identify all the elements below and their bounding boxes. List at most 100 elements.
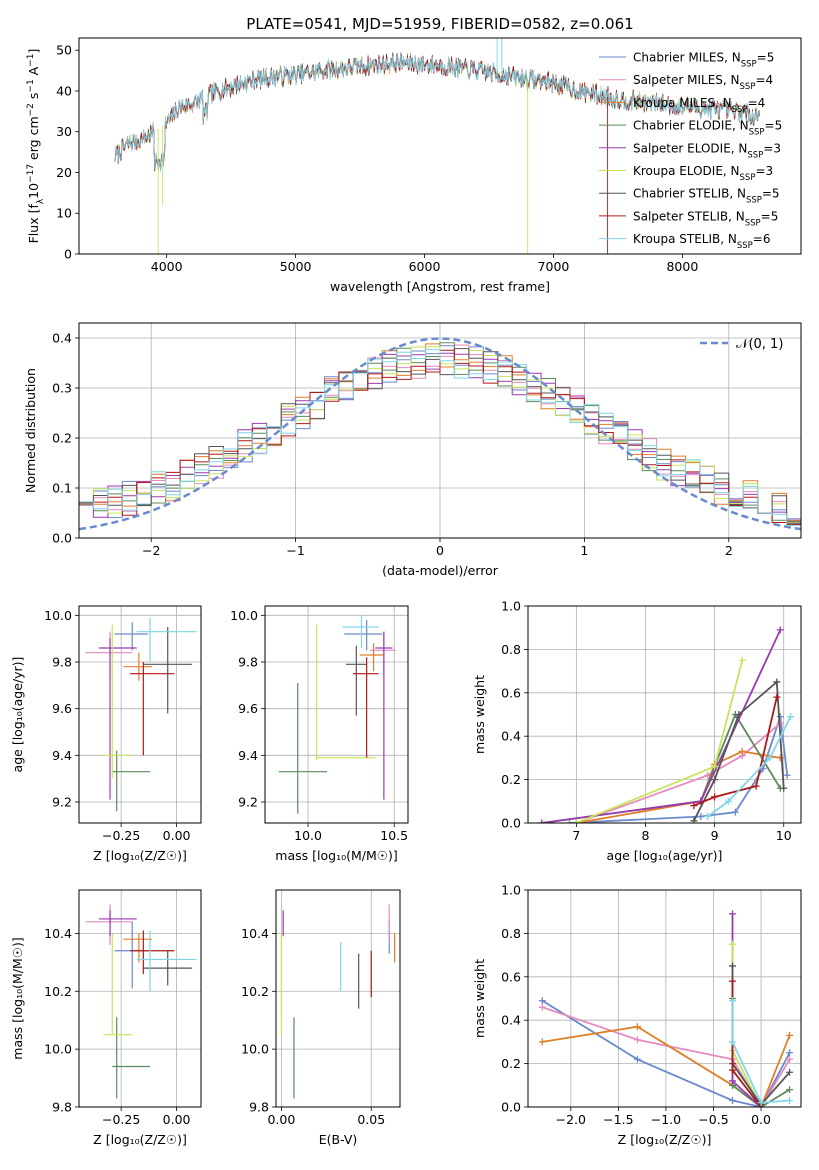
weight-marker <box>729 997 737 1005</box>
legend-sub: SSP <box>741 60 757 70</box>
weight-marker <box>729 910 737 918</box>
weight-marker <box>766 754 774 762</box>
y-tick-label: 0.2 <box>501 1056 521 1071</box>
legend-sub: SSP <box>740 173 756 183</box>
x-tick-label: 2 <box>725 543 733 558</box>
errorbar-chabrier_miles <box>344 620 383 651</box>
x-tick-label: 0.00 <box>163 1112 191 1127</box>
figure-title: PLATE=0541, MJD=51959, FIBERID=0582, z=0… <box>246 15 633 33</box>
weight-marker <box>729 940 737 948</box>
weight-marker <box>783 771 791 779</box>
weight-marker <box>786 1096 794 1104</box>
x-tick-label: −2 <box>142 543 160 558</box>
errorbar-salpeter_stelib <box>130 662 175 756</box>
histogram-kroupa_stelib <box>79 349 801 526</box>
y-tick-label: 1.0 <box>501 599 521 614</box>
legend-entry: Salpeter MILES, NSSP=4 <box>633 73 773 92</box>
legend-entry: Salpeter STELIB, NSSP=5 <box>633 209 778 228</box>
errorbar-salpeter_elodie <box>375 631 393 800</box>
errorbar-kroupa_stelib <box>136 617 197 662</box>
y-tick-label: 9.4 <box>52 748 72 763</box>
y-axis-label-part: −17 <box>26 164 36 183</box>
y-axis-label: mass [log₁₀(M/M☉)] <box>10 937 25 1059</box>
errorbar-kroupa_miles <box>359 643 384 672</box>
y-tick-label: 20 <box>56 165 72 180</box>
x-axis-label: wavelength [Angstrom, rest frame] <box>330 279 550 294</box>
errorbar-chabrier_stelib <box>345 645 367 716</box>
axes-frame <box>275 889 401 1108</box>
errorbar-kroupa_elodie <box>316 624 376 760</box>
x-tick-label: 0.00 <box>267 1112 295 1127</box>
legend-sub: SSP <box>745 218 761 228</box>
y-axis-label-part: s <box>26 93 41 104</box>
y-tick-label: 10.2 <box>241 984 269 999</box>
legend-tail: =6 <box>753 232 771 246</box>
y-tick-label: 1.0 <box>501 883 521 898</box>
plot-area <box>538 910 794 1107</box>
x-axis-label: mass [log₁₀(M/M☉)] <box>275 848 397 863</box>
axes-frame <box>78 605 202 824</box>
y-axis-label-part: erg cm <box>26 116 41 164</box>
legend-entry: Kroupa STELIB, NSSP=6 <box>633 232 771 251</box>
errorbar-chabrier_miles <box>114 622 148 651</box>
y-tick-label: 9.2 <box>238 795 258 810</box>
legend-sub: SSP <box>737 241 753 251</box>
weight-marker <box>773 693 781 701</box>
errorbar-kroupa_elodie <box>103 624 133 779</box>
y-tick-label: 50 <box>56 43 72 58</box>
legend-tail: =4 <box>755 73 773 87</box>
x-tick-label: −0.25 <box>102 1112 140 1127</box>
y-axis-label: Flux [fλ10−17 erg cm−2 s−1 A−1] <box>26 49 46 244</box>
weight-marker <box>711 793 719 801</box>
y-tick-label: 0.0 <box>501 816 521 831</box>
errorbar-salpeter_stelib <box>130 930 175 974</box>
x-tick-label: −2.0 <box>556 1112 586 1127</box>
axes-frame <box>527 605 802 824</box>
weight-marker <box>690 802 698 810</box>
weight-marker <box>786 1049 794 1057</box>
y-tick-label: 9.6 <box>238 701 258 716</box>
weight-marker <box>786 1086 794 1094</box>
y-tick-label: 10.0 <box>44 1042 72 1057</box>
y-tick-label: 10.4 <box>44 926 72 941</box>
panel-age_vs_z: −0.25 0.00 9.2 9.4 9.6 9.8 10.0 Z [log₁₀(Z/Z☉)]… <box>10 605 202 863</box>
legend-entry: Kroupa MILES, NSSP=4 <box>633 96 765 115</box>
legend-entry: Chabrier MILES, NSSP=5 <box>633 51 774 70</box>
errorbar-chabrier_elodie <box>278 683 328 814</box>
legend-name: Kroupa STELIB, N <box>633 232 737 246</box>
legend-name: Chabrier MILES, N <box>633 51 741 65</box>
weight-marker <box>757 1099 765 1107</box>
axes-frame <box>527 889 802 1108</box>
weight-marker <box>729 977 737 985</box>
y-tick-label: 9.4 <box>238 748 258 763</box>
y-tick-label: 9.6 <box>52 701 72 716</box>
x-tick-label: 6000 <box>409 259 441 274</box>
weight-marker <box>773 678 781 686</box>
y-axis-label-part: Flux [f <box>26 204 41 244</box>
x-axis-label: (data-model)/error <box>382 563 499 578</box>
y-tick-label: 0.2 <box>52 431 72 446</box>
y-tick-label: 10.0 <box>44 608 72 623</box>
y-tick-label: 9.8 <box>52 1100 72 1115</box>
weight-marker <box>776 626 784 634</box>
weight-marker <box>731 808 739 816</box>
legend-name: Chabrier STELIB, N <box>633 187 746 201</box>
y-axis-label-part: λ <box>36 198 46 204</box>
panel-weight_vs_z: −2.0 −1.5 −1.0 −0.5 0.0 0.0 0.2 0.4 0.6 0.8 1.0 Z [… <box>472 883 802 1147</box>
errorbar-chabrier_stelib <box>143 627 193 714</box>
x-tick-label: 10.0 <box>294 828 322 843</box>
y-tick-label: 0.1 <box>52 481 72 496</box>
weight-marker <box>738 656 746 664</box>
errorbar-kroupa_stelib <box>342 615 379 648</box>
y-tick-label: 9.2 <box>52 795 72 810</box>
panel-mass_vs_ebv: 0.00 0.05 9.8 10.0 10.2 10.4 E(B-V) <box>241 889 401 1147</box>
legend-entry: Chabrier ELODIE, NSSP=5 <box>633 119 782 138</box>
weight-marker <box>538 1038 546 1046</box>
x-axis-label: Z [log₁₀(Z/Z☉)] <box>93 848 187 863</box>
y-tick-label: 0 <box>64 247 72 262</box>
weight-line-salpeter_miles <box>576 722 781 823</box>
x-tick-label: 8000 <box>666 259 698 274</box>
plot-area <box>85 617 197 812</box>
weight-line-kroupa_stelib <box>707 716 792 818</box>
x-tick-label: 7000 <box>538 259 570 274</box>
